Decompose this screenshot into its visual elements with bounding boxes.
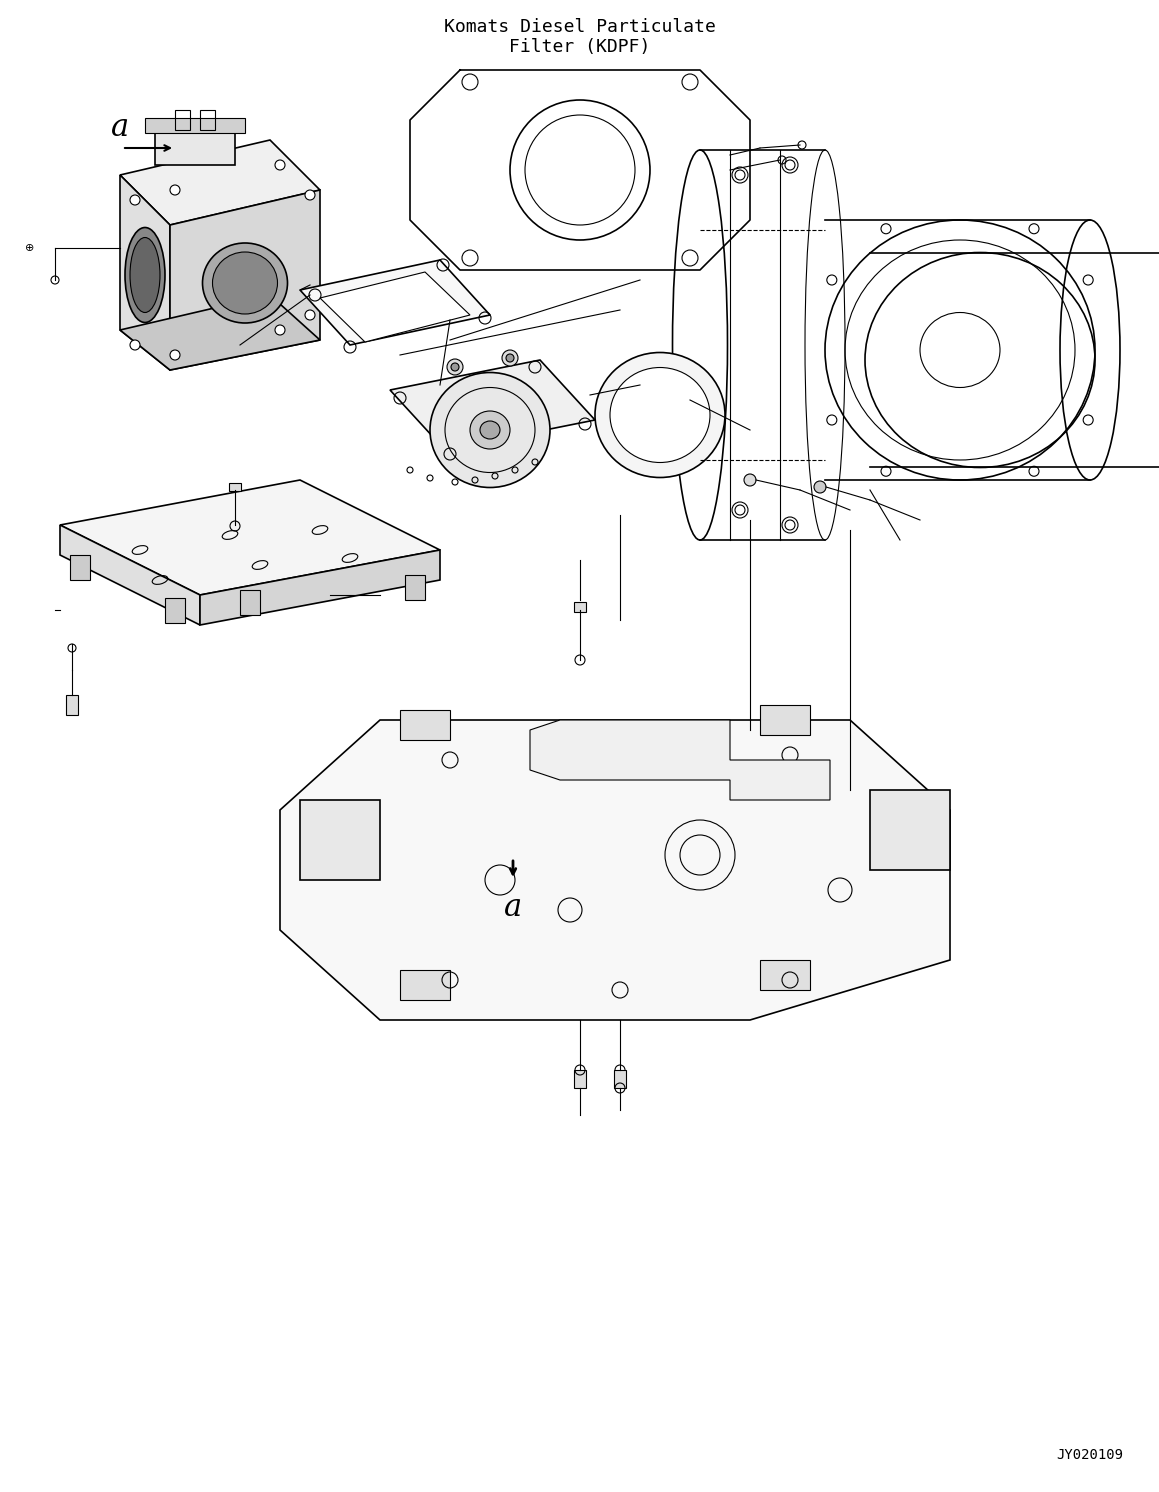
- Ellipse shape: [480, 421, 500, 439]
- Bar: [155, 125, 235, 166]
- Circle shape: [170, 351, 180, 360]
- Circle shape: [814, 480, 826, 492]
- Bar: [614, 1070, 626, 1088]
- Ellipse shape: [212, 252, 277, 313]
- Circle shape: [275, 325, 285, 336]
- Ellipse shape: [203, 243, 287, 322]
- Circle shape: [305, 189, 315, 200]
- Polygon shape: [201, 551, 440, 625]
- Bar: [574, 601, 586, 612]
- Bar: [760, 959, 810, 991]
- Polygon shape: [300, 800, 380, 880]
- Circle shape: [744, 474, 756, 486]
- Circle shape: [305, 310, 315, 319]
- Bar: [70, 555, 90, 580]
- Polygon shape: [170, 189, 320, 370]
- Ellipse shape: [125, 227, 165, 322]
- Bar: [400, 710, 450, 740]
- Circle shape: [275, 160, 285, 170]
- Bar: [145, 118, 245, 133]
- Text: ⊕: ⊕: [25, 243, 35, 254]
- Circle shape: [447, 360, 462, 374]
- Circle shape: [130, 195, 140, 204]
- Polygon shape: [121, 140, 320, 225]
- Bar: [574, 1070, 586, 1088]
- Polygon shape: [300, 260, 490, 345]
- Circle shape: [170, 185, 180, 195]
- Polygon shape: [121, 175, 170, 370]
- Ellipse shape: [595, 352, 726, 477]
- Polygon shape: [389, 360, 595, 451]
- Ellipse shape: [610, 367, 710, 463]
- Circle shape: [506, 354, 513, 363]
- Text: a: a: [111, 112, 129, 143]
- Circle shape: [502, 351, 518, 366]
- Ellipse shape: [130, 237, 160, 312]
- Polygon shape: [121, 295, 320, 370]
- Bar: [229, 483, 241, 491]
- Bar: [175, 110, 190, 130]
- Ellipse shape: [430, 373, 551, 488]
- Polygon shape: [280, 721, 950, 1021]
- Circle shape: [451, 363, 459, 372]
- Bar: [400, 970, 450, 1000]
- Polygon shape: [870, 789, 950, 870]
- Polygon shape: [530, 721, 830, 800]
- Text: JY020109: JY020109: [1057, 1449, 1123, 1462]
- Bar: [240, 589, 260, 615]
- Bar: [201, 110, 216, 130]
- Bar: [66, 695, 78, 715]
- Polygon shape: [60, 480, 440, 595]
- Bar: [760, 706, 810, 736]
- Text: Komats Diesel Particulate: Komats Diesel Particulate: [444, 18, 716, 36]
- Polygon shape: [320, 272, 471, 342]
- Polygon shape: [60, 525, 201, 625]
- Ellipse shape: [471, 410, 510, 449]
- Bar: [404, 574, 425, 600]
- Bar: [165, 598, 185, 624]
- Text: a: a: [504, 892, 522, 924]
- Circle shape: [130, 340, 140, 351]
- Text: Filter (KDPF): Filter (KDPF): [509, 37, 650, 57]
